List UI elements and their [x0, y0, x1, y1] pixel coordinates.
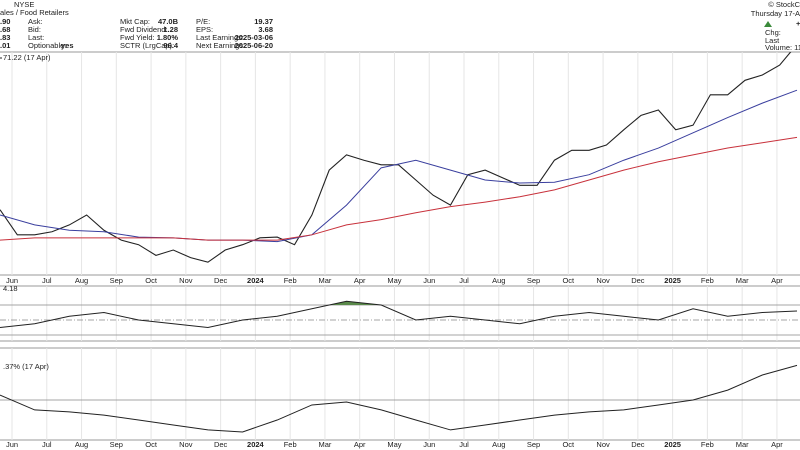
- annotation: .37% (17 Apr): [3, 362, 49, 371]
- x-tick-label: Oct: [562, 440, 575, 449]
- right-label: Last: [765, 36, 780, 45]
- x-tick-label: Mar: [318, 440, 331, 449]
- quote-extra: yes: [61, 41, 74, 50]
- x-tick-label: Sep: [527, 440, 540, 449]
- stat-value: 47.0B: [158, 17, 179, 26]
- x-tick-label: Jun: [6, 440, 18, 449]
- right-label: Volume: 11,4: [765, 43, 800, 52]
- sector: ales / Food Retailers: [0, 8, 69, 17]
- x-tick-label: Mar: [736, 440, 749, 449]
- x-tick-label: Sep: [527, 276, 540, 285]
- earnings-label: Last Earnings:: [196, 33, 244, 42]
- panel: [0, 286, 800, 341]
- x-tick-label: Sep: [110, 440, 123, 449]
- stat-label: Fwd Dividend:: [120, 25, 168, 34]
- x-tick-label: Jun: [423, 440, 435, 449]
- quote-value: .01: [0, 41, 10, 50]
- series-line: [0, 364, 798, 433]
- x-tick-label: Apr: [354, 440, 366, 449]
- x-tick-label: Feb: [284, 276, 297, 285]
- panel: [0, 52, 798, 275]
- x-tick-label: Aug: [75, 440, 88, 449]
- x-tick-label: Nov: [596, 276, 610, 285]
- x-tick-label: Oct: [145, 276, 158, 285]
- quote-label: Bid:: [28, 25, 41, 34]
- quote-value: .68: [0, 25, 10, 34]
- stat-value: 1.80%: [157, 33, 179, 42]
- x-tick-label: Nov: [179, 440, 193, 449]
- earnings-value: 19.37: [254, 17, 273, 26]
- x-tick-label: 2024: [247, 276, 265, 285]
- series-line: [0, 136, 798, 241]
- x-tick-label: Aug: [75, 276, 88, 285]
- quote-label: Optionable:: [28, 41, 66, 50]
- x-tick-label: Jul: [42, 276, 52, 285]
- x-tick-label: Mar: [318, 276, 331, 285]
- x-tick-label: May: [387, 276, 401, 285]
- x-tick-label: Dec: [631, 276, 645, 285]
- annotation: 4.18: [3, 284, 18, 293]
- x-tick-label: 2025: [664, 440, 681, 449]
- x-tick-label: Dec: [214, 440, 228, 449]
- x-tick-label: May: [387, 440, 401, 449]
- x-tick-label: Feb: [701, 440, 714, 449]
- stat-label: SCTR (LrgCap):: [120, 41, 174, 50]
- earnings-label: P/E:: [196, 17, 210, 26]
- series-line: [0, 300, 798, 329]
- quote-label: Ask:: [28, 17, 43, 26]
- x-tick-label: Feb: [284, 440, 297, 449]
- date: Thursday 17-A: [751, 9, 800, 18]
- quote-label: Last:: [28, 33, 44, 42]
- series-line: [0, 89, 798, 243]
- up-icon: [764, 21, 772, 27]
- annotation: 71.22 (17 Apr): [3, 53, 51, 62]
- stat-label: Fwd Yield:: [120, 33, 155, 42]
- x-tick-label: Mar: [736, 276, 749, 285]
- x-tick-label: Jul: [459, 276, 469, 285]
- x-tick-label: 2025: [664, 276, 681, 285]
- x-tick-label: 2024: [247, 440, 265, 449]
- x-tick-label: Jun: [423, 276, 435, 285]
- x-tick-label: Nov: [179, 276, 193, 285]
- series-line: [0, 52, 792, 263]
- stat-value: 96.4: [163, 41, 178, 50]
- x-tick-label: Apr: [771, 276, 783, 285]
- change: +: [796, 19, 800, 28]
- x-tick-label: Apr: [771, 440, 783, 449]
- x-tick-label: Nov: [596, 440, 610, 449]
- stat-label: Mkt Cap:: [120, 17, 150, 26]
- x-tick-label: Sep: [110, 276, 123, 285]
- earnings-value: 3.68: [258, 25, 273, 34]
- x-tick-label: Feb: [701, 276, 714, 285]
- x-tick-label: Jun: [6, 276, 18, 285]
- earnings-value: 2025-03-06: [235, 33, 273, 42]
- x-tick-label: Dec: [214, 276, 228, 285]
- right-label: Chg:: [765, 28, 781, 37]
- x-tick-label: Aug: [492, 440, 505, 449]
- exchange: NYSE: [14, 0, 34, 9]
- stat-value: 1.28: [163, 25, 178, 34]
- quote-value: .83: [0, 33, 10, 42]
- quote-value: .90: [0, 17, 10, 26]
- x-tick-label: Oct: [562, 276, 575, 285]
- x-tick-label: Aug: [492, 276, 505, 285]
- x-tick-label: Apr: [354, 276, 366, 285]
- earnings-label: EPS:: [196, 25, 213, 34]
- panel: [0, 348, 800, 440]
- x-tick-label: Dec: [631, 440, 645, 449]
- earnings-value: 2025-06-20: [235, 41, 273, 50]
- x-tick-label: Oct: [145, 440, 158, 449]
- x-tick-label: Jul: [459, 440, 469, 449]
- x-tick-label: Jul: [42, 440, 52, 449]
- earnings-label: Next Earnings:: [196, 41, 245, 50]
- source: © StockC: [768, 0, 800, 9]
